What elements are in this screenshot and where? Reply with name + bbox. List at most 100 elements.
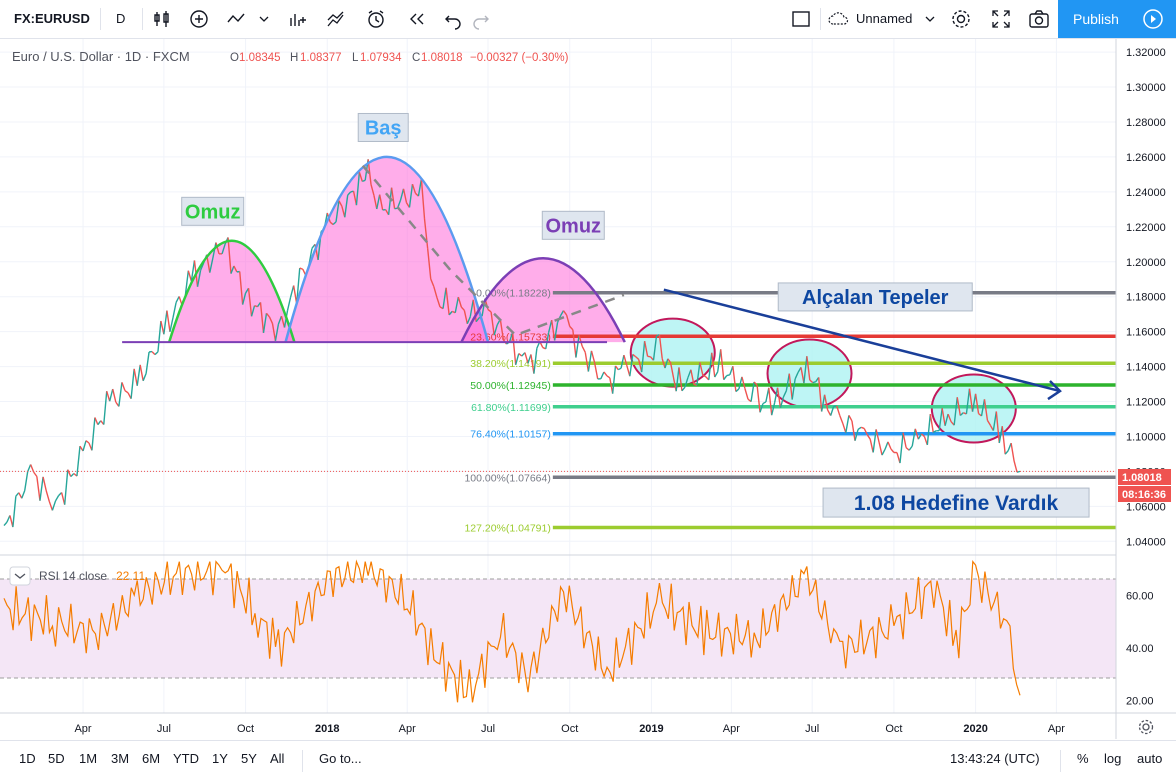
rsi-band (0, 579, 1116, 678)
utc-clock[interactable]: 13:43:24 (UTC) (950, 751, 1040, 766)
last-price-label: 1.08018 (1122, 472, 1162, 484)
time-tick-label: Jul (805, 723, 819, 735)
price-candle (362, 180, 365, 181)
range-5d[interactable]: 5D (48, 751, 65, 766)
price-tick-label: 1.06000 (1126, 501, 1166, 513)
time-tick-label: 2020 (963, 723, 987, 735)
range-3m[interactable]: 3M (111, 751, 129, 766)
range-ytd[interactable]: YTD (173, 751, 199, 766)
ohlc-close-value: 1.08018 (421, 52, 463, 64)
settings-gear-icon[interactable] (948, 6, 974, 32)
price-tick-label: 1.26000 (1126, 152, 1166, 164)
fib-level-label: 38.20%(1.14191) (470, 358, 551, 370)
annotation-text: 1.08 Hedefine Vardık (854, 492, 1059, 515)
rsi-tick-label: 60.00 (1126, 591, 1154, 603)
chevron-down-icon[interactable] (256, 6, 272, 32)
price-tick-label: 1.16000 (1126, 327, 1166, 339)
range-1d[interactable]: 1D (19, 751, 36, 766)
range-1y[interactable]: 1Y (212, 751, 228, 766)
price-tick-label: 1.04000 (1126, 536, 1166, 548)
time-tick-label: Apr (723, 723, 740, 735)
toolbar-divider (142, 8, 143, 30)
ohlc-high-label: H (290, 52, 298, 64)
price-tick-label: 1.24000 (1126, 187, 1166, 199)
time-tick-label: 2018 (315, 723, 339, 735)
price-candle (813, 382, 816, 383)
bar-style-icon[interactable] (149, 6, 175, 32)
chart-area[interactable]: 0.00%(1.18228)23.60%(1.15733)38.20%(1.14… (0, 39, 1176, 739)
time-tick-label: Jul (157, 723, 171, 735)
annotation-text: Omuz (545, 215, 601, 237)
compare-add-icon[interactable] (186, 6, 212, 32)
layout-name[interactable]: Unnamed (856, 6, 912, 32)
financials-icon[interactable] (285, 6, 311, 32)
price-axis[interactable] (1116, 39, 1176, 739)
indicators-icon[interactable] (224, 6, 250, 32)
camera-icon[interactable] (1026, 6, 1052, 32)
play-icon (1142, 8, 1164, 30)
rsi-tick-label: 40.00 (1126, 643, 1154, 655)
interval-button[interactable]: D (116, 6, 125, 32)
auto-scale-toggle[interactable]: auto (1137, 751, 1162, 766)
expand-icon[interactable] (988, 6, 1014, 32)
go-to-date-button[interactable]: Go to... (319, 751, 362, 766)
rsi-collapse-button[interactable] (10, 567, 30, 585)
ohlc-close-label: C (412, 52, 420, 64)
chevron-down-icon[interactable] (922, 6, 938, 32)
price-tick-label: 1.30000 (1126, 82, 1166, 94)
price-tick-label: 1.14000 (1126, 362, 1166, 374)
time-tick-label: Apr (74, 723, 91, 735)
time-tick-label: Oct (885, 723, 902, 735)
toolbar-divider (1060, 750, 1061, 772)
symbol-legend-title: Euro / U.S. Dollar · 1D · FXCM (12, 49, 190, 64)
publish-label: Publish (1073, 11, 1119, 27)
price-tick-label: 1.18000 (1126, 292, 1166, 304)
price-tick-label: 1.28000 (1126, 117, 1166, 129)
time-tick-label: Apr (399, 723, 416, 735)
publish-button[interactable]: Publish (1058, 0, 1176, 38)
range-all[interactable]: All (270, 751, 284, 766)
templates-icon[interactable] (324, 6, 350, 32)
bottom-toolbar: 1D 5D 1M 3M 6M YTD 1Y 5Y All Go to... 13… (0, 740, 1176, 781)
replay-icon[interactable] (404, 6, 430, 32)
fib-level-label: 127.20%(1.04791) (464, 522, 550, 534)
price-tick-label: 1.22000 (1126, 222, 1166, 234)
range-6m[interactable]: 6M (142, 751, 160, 766)
range-1m[interactable]: 1M (79, 751, 97, 766)
price-candle (727, 375, 730, 376)
rsi-tick-label: 20.00 (1126, 696, 1154, 708)
time-tick-label: 2019 (639, 723, 663, 735)
percent-scale-toggle[interactable]: % (1077, 751, 1089, 766)
bar-countdown-label: 08:16:36 (1122, 489, 1166, 501)
price-tick-label: 1.32000 (1126, 47, 1166, 59)
top-toolbar: FX:EURUSD D Unnamed (0, 0, 1176, 39)
fullscreen-toggle-icon[interactable] (788, 6, 814, 32)
fib-level-label: 50.00%(1.12945) (470, 380, 551, 392)
ohlc-high-value: 1.08377 (300, 52, 342, 64)
time-tick-label: Apr (1048, 723, 1065, 735)
price-tick-label: 1.12000 (1126, 397, 1166, 409)
time-tick-label: Jul (481, 723, 495, 735)
annotation-text: Alçalan Tepeler (802, 287, 949, 309)
rsi-current-value: 22.11 (116, 569, 145, 583)
annotation-text: Baş (365, 117, 402, 139)
annotation-text: Omuz (185, 201, 241, 223)
time-tick-label: Oct (237, 723, 254, 735)
range-5y[interactable]: 5Y (241, 751, 257, 766)
fib-level-label: 61.80%(1.11699) (471, 402, 551, 414)
ohlc-low-label: L (352, 52, 359, 64)
symbol-search-button[interactable]: FX:EURUSD (14, 6, 90, 32)
ohlc-open-label: O (230, 52, 239, 64)
log-scale-toggle[interactable]: log (1104, 751, 1121, 766)
ohlc-open-value: 1.08345 (239, 52, 281, 64)
ohlc-change-value: −0.00327 (−0.30%) (470, 52, 569, 64)
time-tick-label: Oct (561, 723, 578, 735)
undo-icon[interactable] (440, 6, 466, 32)
toolbar-divider (302, 750, 303, 772)
redo-icon[interactable] (468, 6, 494, 32)
fib-level-label: 100.00%(1.07664) (464, 472, 550, 484)
price-tick-label: 1.20000 (1126, 257, 1166, 269)
alert-clock-icon[interactable] (363, 6, 389, 32)
fib-level-label: 76.40%(1.10157) (470, 429, 551, 441)
ohlc-low-value: 1.07934 (360, 52, 402, 64)
